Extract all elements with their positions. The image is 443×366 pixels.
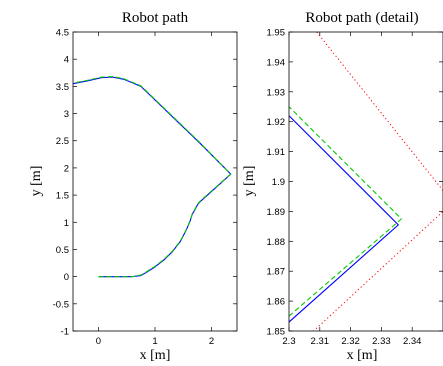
y-tick-label: 1.93 [267, 87, 286, 98]
series-line-dashed [73, 76, 232, 278]
y-tick-label: 4.5 [56, 28, 69, 39]
y-tick-label: 1.94 [267, 57, 286, 68]
y-tick-label: 1.88 [267, 237, 286, 248]
series-line-dashed [289, 106, 402, 317]
x-tick-label: 2 [209, 336, 214, 347]
chart-panel-overview: Robot path x [m] y [m] 0 1 2 -1 -0.5 0 0.5 1 1.5… [29, 10, 238, 363]
chart-title: Robot path (detail) [305, 10, 418, 26]
y-tick-label: -1 [61, 327, 69, 338]
x-tick-label: 2.33 [372, 336, 391, 347]
series-line-solid [73, 76, 232, 278]
y-tick-label: 1.9 [272, 177, 285, 188]
x-tick-label: 2.3 [282, 336, 295, 347]
y-tick-label: 3 [64, 109, 69, 120]
y-axis-label: y [m] [242, 166, 257, 197]
y-tick-label: 1.5 [56, 191, 69, 202]
y-tick-label: 1.89 [267, 207, 286, 218]
y-tick-label: 0.5 [56, 245, 69, 256]
y-tick-label: 4 [64, 55, 69, 66]
plot-area [73, 76, 232, 278]
y-tick-label: 3.5 [56, 82, 69, 93]
y-axis-label: y [m] [29, 166, 44, 197]
y-tick-label: 2.5 [56, 136, 69, 147]
series-line-dotted [313, 32, 443, 331]
series-line-solid [289, 115, 399, 323]
axis-ticks: 0 1 2 -1 -0.5 0 0.5 1 1.5 2 2.5 3 3.5 4 4.5 [53, 28, 237, 347]
y-tick-label: 2 [64, 163, 69, 174]
x-tick-label: 2.34 [403, 336, 422, 347]
y-tick-label: 1.86 [267, 297, 286, 308]
y-tick-label: 1.95 [267, 28, 286, 39]
x-tick-label: 2.31 [311, 336, 330, 347]
y-tick-label: 1 [64, 218, 69, 229]
y-tick-label: 1.91 [267, 147, 286, 158]
y-tick-label: -0.5 [53, 299, 69, 310]
y-tick-label: 0 [64, 272, 69, 283]
plot-area [289, 32, 443, 331]
x-tick-label: 1 [152, 336, 157, 347]
x-axis-label: x [m] [140, 348, 171, 363]
chart-panel-detail: Robot path (detail) x [m] y [m] 2.3 2.31 2… [242, 10, 443, 363]
chart-title: Robot path [122, 10, 189, 26]
x-tick-label: 0 [96, 336, 101, 347]
x-axis-label: x [m] [347, 348, 378, 363]
axis-ticks: 2.3 2.31 2.32 2.33 2.34 1.85 1.86 1.87 1.88 1.89 1… [267, 28, 443, 347]
y-tick-label: 1.85 [267, 327, 286, 338]
x-tick-label: 2.32 [341, 336, 360, 347]
axes-frame [72, 31, 238, 332]
y-tick-label: 1.87 [267, 267, 286, 278]
axes-frame [288, 31, 443, 332]
y-tick-label: 1.92 [267, 117, 286, 128]
